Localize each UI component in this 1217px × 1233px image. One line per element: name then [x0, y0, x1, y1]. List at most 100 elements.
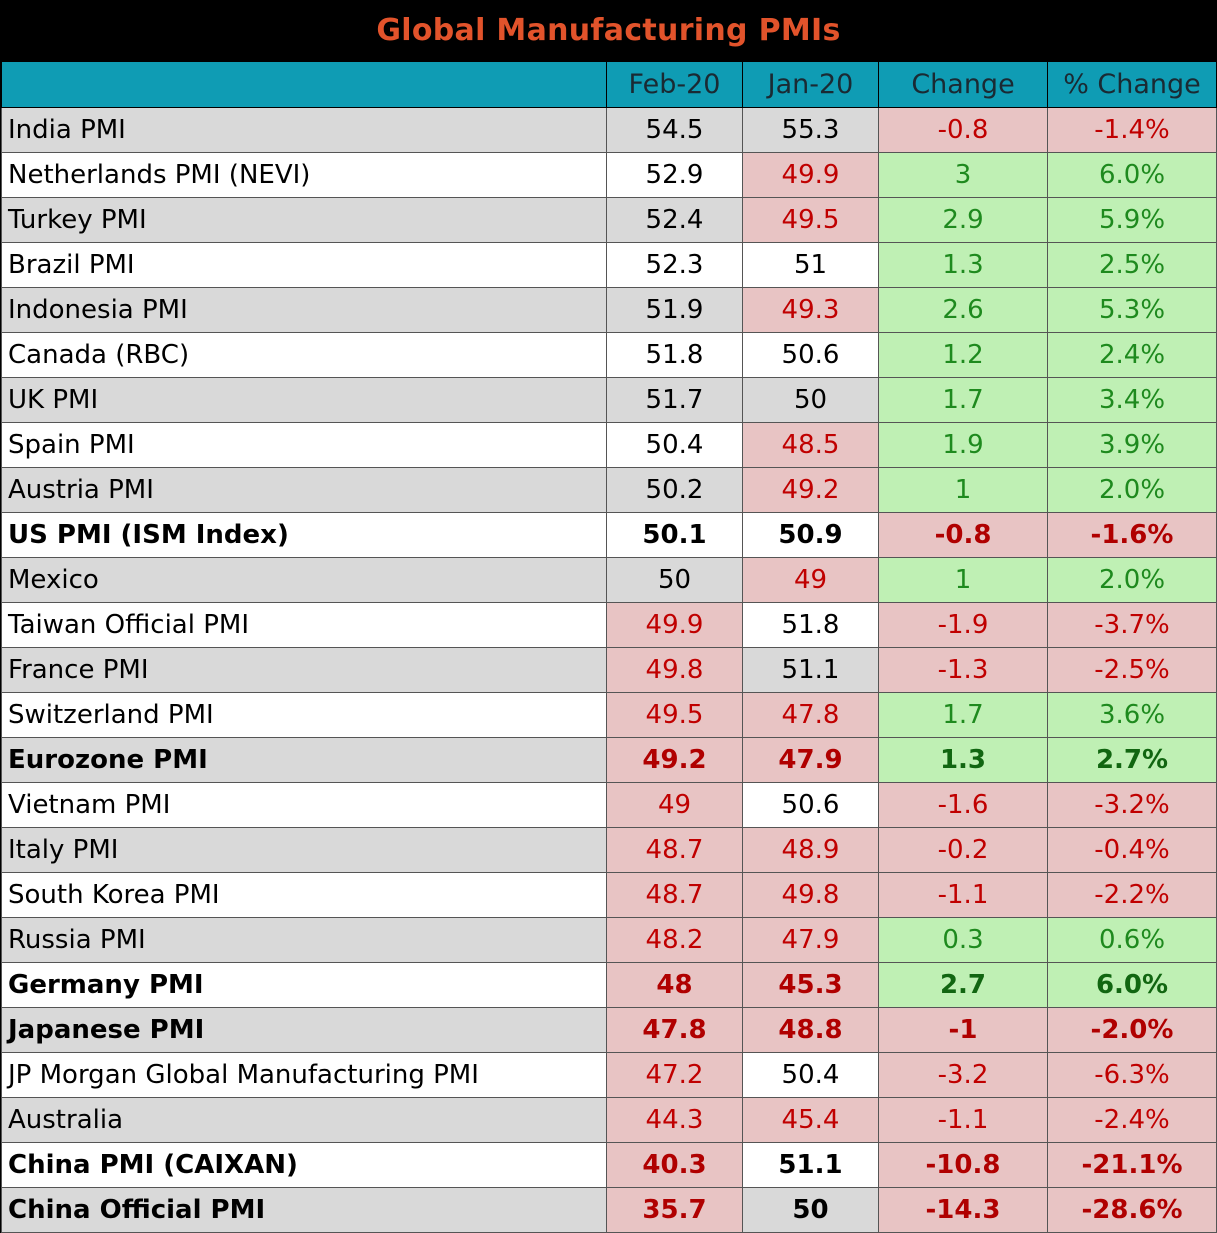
change-cell: -1.6: [878, 782, 1048, 828]
pct-change-cell: 3.6%: [1047, 692, 1217, 738]
pct-change-cell: -2.2%: [1047, 872, 1217, 918]
jan-value-cell: 50: [742, 377, 879, 423]
pct-change-cell: 6.0%: [1047, 152, 1217, 198]
pct-change-cell: 5.3%: [1047, 287, 1217, 333]
change-cell: -3.2: [878, 1052, 1048, 1098]
feb-value-cell: 51.9: [606, 287, 743, 333]
pct-change-cell: -2.0%: [1047, 1007, 1217, 1053]
chart-title: Global Manufacturing PMIs: [376, 13, 841, 48]
change-cell: -10.8: [878, 1142, 1048, 1188]
change-cell: -1: [878, 1007, 1048, 1053]
feb-value-cell: 48.7: [606, 872, 743, 918]
jan-value-cell: 50.9: [742, 512, 879, 558]
feb-value-cell: 49.9: [606, 602, 743, 648]
row-name-cell: Brazil PMI: [1, 242, 607, 288]
table-row: Austria PMI 50.2 49.2 1 2.0%: [1, 467, 1217, 513]
change-cell: -1.3: [878, 647, 1048, 693]
table-row: Brazil PMI 52.3 51 1.3 2.5%: [1, 242, 1217, 288]
table-row: Switzerland PMI 49.5 47.8 1.7 3.6%: [1, 692, 1217, 738]
change-cell: -1.1: [878, 1097, 1048, 1143]
row-name-cell: France PMI: [1, 647, 607, 693]
feb-value-cell: 50.2: [606, 467, 743, 513]
header-change: Change: [878, 61, 1048, 108]
pct-change-cell: -28.6%: [1047, 1187, 1217, 1233]
jan-value-cell: 47.8: [742, 692, 879, 738]
row-name-cell: Indonesia PMI: [1, 287, 607, 333]
feb-value-cell: 54.5: [606, 107, 743, 153]
change-cell: -14.3: [878, 1187, 1048, 1233]
feb-value-cell: 49: [606, 782, 743, 828]
pct-change-cell: 2.5%: [1047, 242, 1217, 288]
jan-value-cell: 51.8: [742, 602, 879, 648]
pct-change-cell: -3.7%: [1047, 602, 1217, 648]
feb-value-cell: 49.5: [606, 692, 743, 738]
feb-value-cell: 48: [606, 962, 743, 1008]
change-cell: 1.7: [878, 692, 1048, 738]
jan-value-cell: 51: [742, 242, 879, 288]
pct-change-cell: -3.2%: [1047, 782, 1217, 828]
jan-value-cell: 50: [742, 1187, 879, 1233]
table-row: Spain PMI 50.4 48.5 1.9 3.9%: [1, 422, 1217, 468]
change-cell: 1.2: [878, 332, 1048, 378]
change-cell: -0.2: [878, 827, 1048, 873]
pct-change-cell: -0.4%: [1047, 827, 1217, 873]
row-name-cell: Switzerland PMI: [1, 692, 607, 738]
table-row: US PMI (ISM Index) 50.1 50.9 -0.8 -1.6%: [1, 512, 1217, 558]
pct-change-cell: 2.7%: [1047, 737, 1217, 783]
header-feb: Feb-20: [606, 61, 743, 108]
table-row: Japanese PMI 47.8 48.8 -1 -2.0%: [1, 1007, 1217, 1053]
feb-value-cell: 47.2: [606, 1052, 743, 1098]
feb-value-cell: 52.9: [606, 152, 743, 198]
row-name-cell: Turkey PMI: [1, 197, 607, 243]
feb-value-cell: 51.8: [606, 332, 743, 378]
pct-change-cell: -1.4%: [1047, 107, 1217, 153]
jan-value-cell: 51.1: [742, 647, 879, 693]
table-row: Mexico 50 49 1 2.0%: [1, 557, 1217, 603]
table-row: Russia PMI 48.2 47.9 0.3 0.6%: [1, 917, 1217, 963]
pct-change-cell: -6.3%: [1047, 1052, 1217, 1098]
jan-value-cell: 47.9: [742, 917, 879, 963]
feb-value-cell: 49.2: [606, 737, 743, 783]
feb-value-cell: 50: [606, 557, 743, 603]
row-name-cell: Japanese PMI: [1, 1007, 607, 1053]
table-row: Canada (RBC) 51.8 50.6 1.2 2.4%: [1, 332, 1217, 378]
change-cell: 1.3: [878, 737, 1048, 783]
pct-change-cell: 3.4%: [1047, 377, 1217, 423]
row-name-cell: India PMI: [1, 107, 607, 153]
table-row: Turkey PMI 52.4 49.5 2.9 5.9%: [1, 197, 1217, 243]
table-row: Indonesia PMI 51.9 49.3 2.6 5.3%: [1, 287, 1217, 333]
change-cell: -1.1: [878, 872, 1048, 918]
table-row: Netherlands PMI (NEVI) 52.9 49.9 3 6.0%: [1, 152, 1217, 198]
table-row: Taiwan Official PMI 49.9 51.8 -1.9 -3.7%: [1, 602, 1217, 648]
jan-value-cell: 50.4: [742, 1052, 879, 1098]
change-cell: 1: [878, 557, 1048, 603]
pmi-table: Feb-20 Jan-20 Change % Change India PMI 5…: [1, 61, 1217, 1233]
jan-value-cell: 49.5: [742, 197, 879, 243]
jan-value-cell: 45.4: [742, 1097, 879, 1143]
feb-value-cell: 52.4: [606, 197, 743, 243]
jan-value-cell: 49.9: [742, 152, 879, 198]
jan-value-cell: 48.8: [742, 1007, 879, 1053]
table-row: JP Morgan Global Manufacturing PMI 47.2 50…: [1, 1052, 1217, 1098]
row-name-cell: UK PMI: [1, 377, 607, 423]
pct-change-cell: -1.6%: [1047, 512, 1217, 558]
table-row: India PMI 54.5 55.3 -0.8 -1.4%: [1, 107, 1217, 153]
row-name-cell: Canada (RBC): [1, 332, 607, 378]
row-name-cell: US PMI (ISM Index): [1, 512, 607, 558]
jan-value-cell: 49.2: [742, 467, 879, 513]
row-name-cell: Germany PMI: [1, 962, 607, 1008]
jan-value-cell: 55.3: [742, 107, 879, 153]
table-row: China Official PMI 35.7 50 -14.3 -28.6%: [1, 1187, 1217, 1233]
row-name-cell: Spain PMI: [1, 422, 607, 468]
pct-change-cell: 2.0%: [1047, 557, 1217, 603]
pct-change-cell: 2.4%: [1047, 332, 1217, 378]
change-cell: 1.3: [878, 242, 1048, 288]
feb-value-cell: 48.2: [606, 917, 743, 963]
feb-value-cell: 40.3: [606, 1142, 743, 1188]
row-name-cell: Australia: [1, 1097, 607, 1143]
header-jan: Jan-20: [742, 61, 879, 108]
feb-value-cell: 47.8: [606, 1007, 743, 1053]
table-row: Germany PMI 48 45.3 2.7 6.0%: [1, 962, 1217, 1008]
change-cell: 0.3: [878, 917, 1048, 963]
